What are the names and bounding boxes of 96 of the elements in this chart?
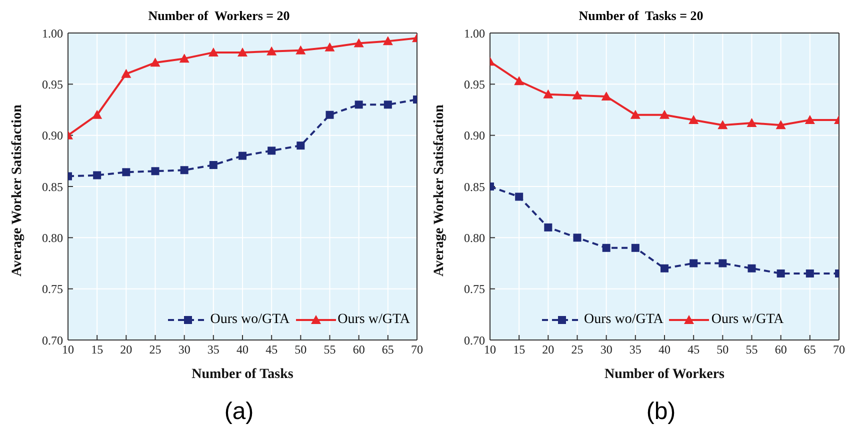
point [660, 110, 670, 119]
x-tick-label: 50 [294, 342, 307, 357]
x-tick-label: 25 [149, 342, 162, 357]
point [776, 269, 785, 278]
text: (b) [645, 398, 677, 426]
point [776, 120, 786, 130]
point [296, 45, 306, 54]
x-tick-label: 25 [571, 342, 584, 357]
y-tick-label: 0.90 [42, 128, 63, 143]
point [601, 91, 612, 100]
x-tick-label: 10 [484, 342, 496, 357]
point [631, 244, 640, 252]
point [573, 234, 582, 242]
x-tick-label: 35 [629, 342, 642, 357]
point [748, 264, 756, 272]
y-tick-label: 0.80 [464, 230, 485, 245]
legend-label: Ours w/GTA [710, 312, 784, 328]
y-tick-label: 0.75 [464, 282, 485, 296]
y-tick-label: 0.85 [464, 180, 485, 194]
x-axis-title: Number of Tasks [192, 367, 294, 382]
x-tick-label: 40 [236, 342, 248, 357]
x-tick-label: 60 [352, 342, 365, 357]
x-tick-label: 60 [774, 342, 787, 357]
y-tick-label: 0.75 [42, 282, 63, 296]
y-tick-label: 0.85 [42, 180, 63, 194]
y-tick-label: 0.70 [42, 333, 63, 348]
x-tick-label: 35 [207, 342, 220, 357]
point [208, 47, 218, 56]
x-tick-label: 45 [266, 342, 278, 357]
point [382, 36, 393, 46]
y-tick-label: 1.00 [464, 26, 485, 40]
point [93, 171, 102, 180]
x-tick-label: 15 [513, 342, 526, 357]
point [150, 58, 160, 67]
x-tick-label: 65 [382, 342, 394, 357]
point [324, 42, 335, 52]
point [718, 120, 728, 130]
point [630, 110, 640, 119]
x-tick-label: 15 [91, 342, 104, 357]
x-tick-label: 55 [324, 342, 336, 357]
point [238, 152, 246, 160]
point [354, 38, 364, 48]
x-tick-label: 45 [688, 342, 700, 357]
point [238, 47, 248, 56]
point [718, 259, 727, 268]
x-tick-label: 70 [833, 342, 845, 357]
point [804, 114, 815, 124]
legend-label: Ours w/GTA [336, 312, 410, 328]
x-tick-label: 20 [120, 342, 132, 357]
legend-label: Ours wo/GTA [209, 312, 290, 328]
point [514, 76, 524, 86]
point [690, 259, 698, 268]
point [92, 110, 102, 119]
point [180, 166, 188, 174]
x-tick-label: 30 [600, 342, 612, 357]
x-tick-label: 55 [746, 342, 758, 357]
x-tick-label: 65 [804, 342, 816, 357]
point [151, 167, 160, 176]
point [266, 46, 277, 56]
point [806, 269, 814, 278]
point [122, 168, 130, 176]
point [268, 146, 276, 155]
point [544, 223, 552, 232]
x-tick-label: 40 [658, 342, 670, 357]
x-tick-label: 30 [178, 342, 190, 357]
point [746, 118, 757, 128]
point [209, 161, 218, 170]
point [296, 142, 305, 150]
point [179, 54, 190, 63]
chart-title: Number of Tasks = 20 [578, 8, 704, 25]
point [660, 264, 668, 272]
x-tick-label: 50 [716, 342, 729, 357]
x-tick-label: 70 [411, 342, 423, 357]
x-tick-label: 10 [62, 342, 74, 357]
text: (a) [223, 398, 255, 426]
y-axis-title: Average Worker Satisfaction [432, 104, 447, 276]
x-tick-label: 20 [542, 342, 554, 357]
y-tick-label: 0.70 [464, 333, 485, 348]
point [543, 89, 554, 98]
x-axis-title: Number of Workers [604, 367, 726, 382]
y-tick-label: 0.90 [464, 128, 485, 143]
y-tick-label: 0.95 [464, 77, 485, 92]
point [602, 244, 610, 252]
point [326, 110, 334, 119]
point [688, 114, 699, 124]
y-tick-label: 1.00 [42, 26, 63, 40]
y-tick-label: 0.95 [42, 77, 63, 92]
y-tick-label: 0.80 [42, 230, 63, 245]
point [121, 68, 132, 78]
y-axis-title: Average Worker Satisfaction [10, 104, 25, 276]
point [515, 192, 524, 201]
chart-title: Number of Workers = 20 [147, 8, 291, 25]
point [384, 100, 392, 109]
legend-label: Ours wo/GTA [583, 312, 664, 328]
point [354, 100, 363, 109]
point [572, 90, 582, 100]
